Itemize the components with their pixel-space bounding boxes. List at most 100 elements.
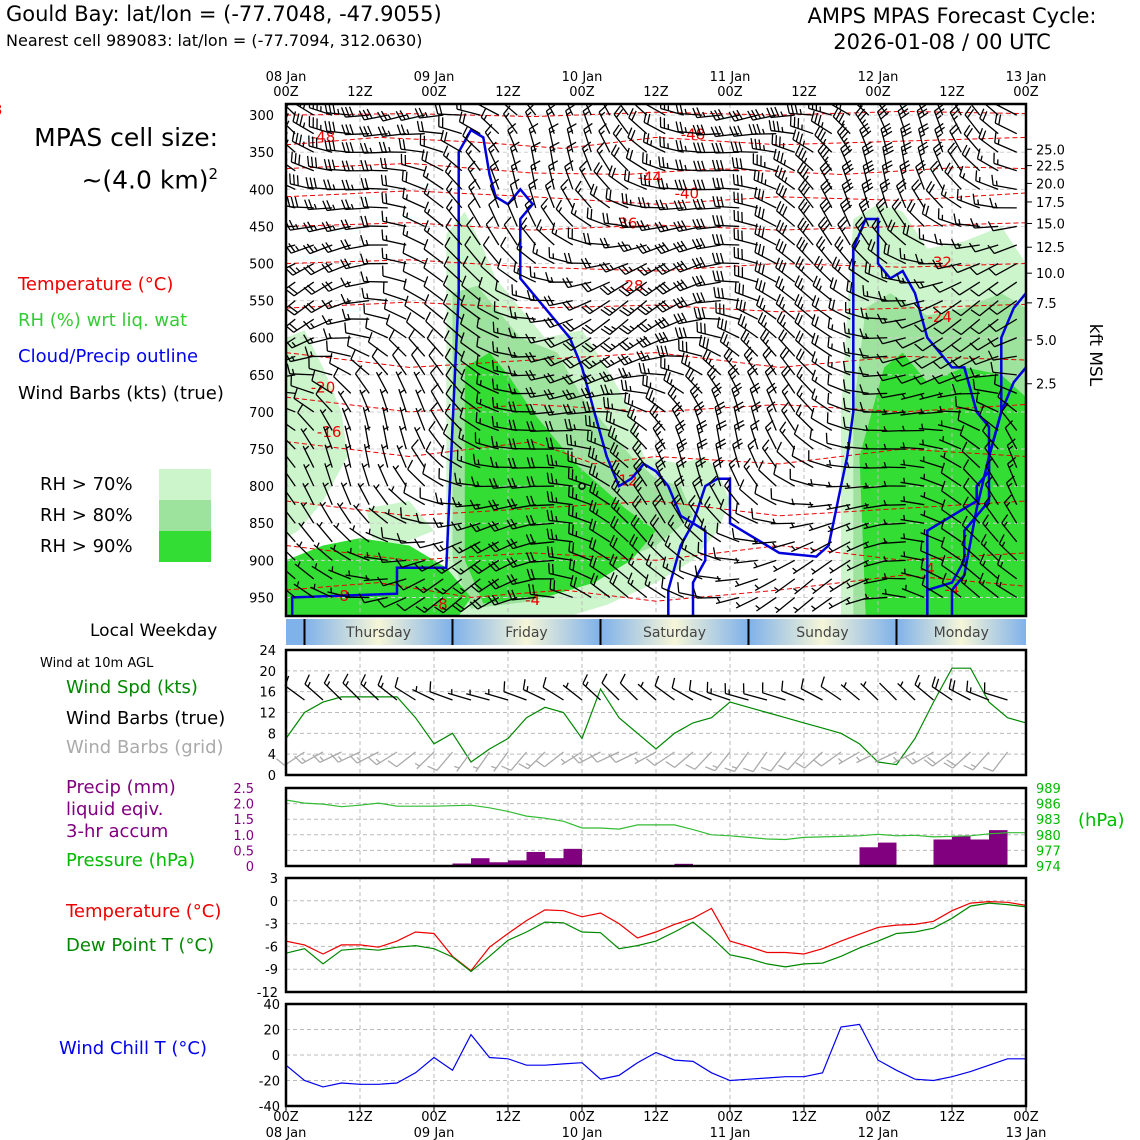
wind-barb-full [326, 200, 332, 211]
wind-barb-staff [921, 318, 944, 333]
wind-barb-half [809, 524, 814, 530]
wind-barb-staff [918, 411, 943, 415]
wind-barb-staff [392, 354, 407, 376]
wind-barb-full [333, 367, 340, 377]
wind-barb [328, 566, 351, 580]
wind-barb-full [876, 388, 883, 398]
wind-barb-staff [961, 450, 981, 469]
surface-barb-true [522, 679, 546, 701]
wind-barb [286, 300, 296, 310]
wind-barb-full [605, 188, 608, 199]
wind-barb [644, 574, 666, 598]
wind-barb-full [658, 221, 665, 232]
wind-barb [900, 568, 925, 580]
wind-barb-full [314, 157, 318, 168]
wind-barb [712, 547, 740, 561]
wind-barb-half [864, 482, 868, 488]
wind-barb [914, 337, 944, 352]
surface-barb-grid-staff [544, 751, 564, 768]
wind-barb-full [613, 147, 620, 157]
wind-barb [423, 257, 444, 283]
wind-barb-full [418, 107, 424, 118]
wind-barb-full [712, 215, 716, 226]
surface-barb-grid [501, 751, 527, 771]
wind-barb [286, 243, 314, 254]
wind-barb-staff [300, 502, 315, 524]
wind-barb-half [347, 592, 350, 598]
wind-barb-half [883, 170, 889, 175]
wind-barb-staff [978, 137, 999, 153]
wind-barb [530, 160, 541, 190]
wind-barb-full [859, 328, 864, 339]
wind-barb-full [617, 266, 626, 275]
wind-barb-half [864, 560, 869, 566]
wind-barb-full [582, 401, 587, 412]
wind-barb-full [530, 438, 535, 450]
wind-barb-half [631, 400, 634, 406]
wind-barb [863, 577, 888, 585]
wind-barb-half [321, 408, 327, 414]
wind-barb-half [476, 503, 480, 509]
wind-barb-staff [493, 351, 518, 357]
bottom-hour-label: 12Z [791, 1110, 817, 1125]
wind-barb-half [765, 339, 770, 345]
wind-barb [748, 123, 777, 135]
wind-barb-half [921, 423, 924, 430]
wind-barb [432, 517, 462, 529]
wind-barb-half [542, 205, 548, 211]
wind-barb [303, 221, 333, 233]
wind-barb [470, 476, 499, 488]
wind-barb [819, 197, 833, 227]
wind-barb [363, 303, 388, 320]
wind-barb [381, 247, 407, 265]
wind-barb-staff [286, 391, 296, 395]
wind-barb-full [617, 242, 625, 252]
wind-barb-full [491, 561, 500, 570]
bottom-day-label: 08 Jan [266, 1126, 307, 1140]
wind-barb-full [700, 292, 706, 303]
wind-barb-full [969, 342, 979, 351]
wind-barb-full [550, 528, 554, 540]
wind-barb-staff [493, 388, 518, 395]
wind-barb-full [488, 543, 496, 553]
wind-barb-half [458, 478, 462, 484]
wind-barb-full [747, 110, 754, 121]
wind-barb [984, 104, 999, 116]
wind-barb-full [780, 152, 784, 164]
wind-barb [460, 387, 481, 413]
wind-barb-full [627, 572, 633, 583]
wind-barb-full [491, 521, 499, 531]
wind-barb [998, 534, 1018, 561]
wind-barb-half [903, 533, 906, 539]
wind-barb-full [612, 537, 618, 548]
wind-barb-full [696, 179, 702, 190]
wind-barb [654, 331, 684, 344]
wind-barb-full [933, 345, 943, 353]
wind-barb [379, 157, 407, 172]
wind-barb-full [717, 109, 725, 119]
wind-barb [659, 136, 684, 153]
wind-barb-full [609, 189, 612, 201]
wind-barb-staff [286, 490, 296, 506]
wind-barb-staff [327, 591, 351, 599]
wind-barb [761, 439, 777, 468]
wind-barb-full [970, 309, 980, 317]
wind-barb-full [328, 139, 332, 151]
wind-barb-staff [476, 364, 500, 376]
wind-barb [881, 461, 906, 469]
wind-barb-full [696, 460, 707, 468]
wind-barb-full [914, 343, 924, 352]
wind-barb-full [654, 438, 664, 447]
wind-barb [460, 368, 481, 394]
wind-barb [1005, 475, 1018, 505]
wind-barb [1007, 456, 1018, 487]
wind-barb-full [588, 537, 594, 548]
wind-barb-full [568, 486, 570, 497]
wind-barb-full [900, 164, 911, 171]
surface-barb-true-staff [820, 685, 842, 701]
wind-barb-full [530, 476, 535, 487]
wind-barb-full [989, 197, 994, 208]
wind-barb-full [661, 300, 671, 309]
wind-barb [340, 106, 370, 118]
wind-barb [445, 384, 463, 413]
